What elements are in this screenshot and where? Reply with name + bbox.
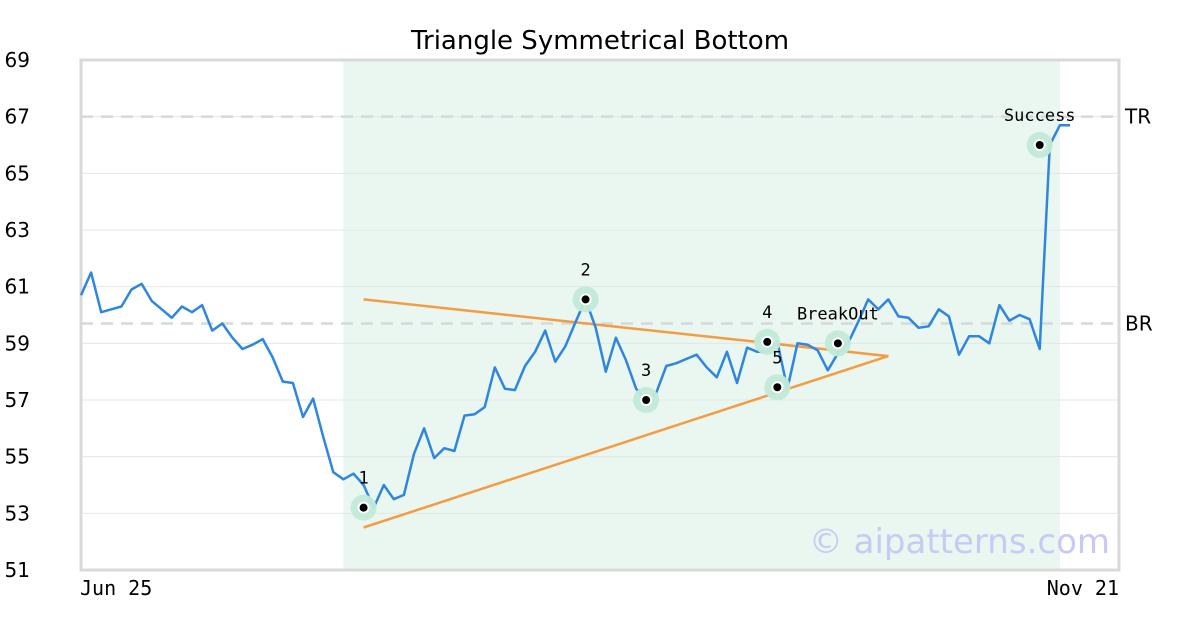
pattern-zone [343, 60, 1060, 570]
y-tick-label-63: 63 [5, 218, 30, 242]
marker-point-2 [579, 293, 592, 306]
y-tick-label-67: 67 [5, 105, 30, 129]
plot-frame [79, 58, 1121, 572]
y-tick-label-69: 69 [5, 48, 30, 72]
y-tick-label-53: 53 [5, 501, 30, 525]
x-tick-label-first: Jun 25 [80, 576, 152, 600]
y-tick-label-61: 61 [5, 275, 30, 299]
x-tick-label-last: Nov 21 [1047, 576, 1119, 600]
marker-label-2: 2 [580, 260, 590, 280]
marker-point-breakout [831, 337, 844, 350]
watermark-text: © aipatterns.com [809, 522, 1110, 562]
trendline-2 [363, 354, 889, 529]
y-tick-label-51: 51 [5, 558, 30, 582]
marker-point-1 [357, 501, 370, 514]
y-tick-label-57: 57 [5, 388, 30, 412]
y-tick-label-65: 65 [5, 161, 30, 185]
marker-label-1: 1 [358, 469, 368, 489]
y-tick-label-55: 55 [5, 445, 30, 469]
marker-point-success [1033, 139, 1046, 151]
marker-label-3: 3 [641, 361, 651, 381]
marker-point-5 [771, 381, 784, 394]
chart-title: Triangle Symmetrical Bottom [410, 26, 789, 56]
marker-point-3 [640, 394, 653, 406]
marker-label-5: 5 [772, 348, 782, 368]
marker-label-breakout: BreakOut [797, 304, 879, 324]
plot-area: 51 53 55 57 59 61 63 65 67 69 TR BR 1 2 3 4 5 BreakOut Suc… [5, 48, 1153, 582]
marker-point-4 [761, 335, 774, 348]
reference-label-br: BR [1125, 312, 1153, 336]
marker-label-4: 4 [762, 303, 772, 323]
trendline-1 [363, 298, 889, 358]
marker-label-success: Success [1004, 106, 1076, 126]
reference-label-tr: TR [1124, 105, 1151, 129]
price-line [79, 123, 1070, 509]
y-tick-label-59: 59 [5, 331, 30, 355]
